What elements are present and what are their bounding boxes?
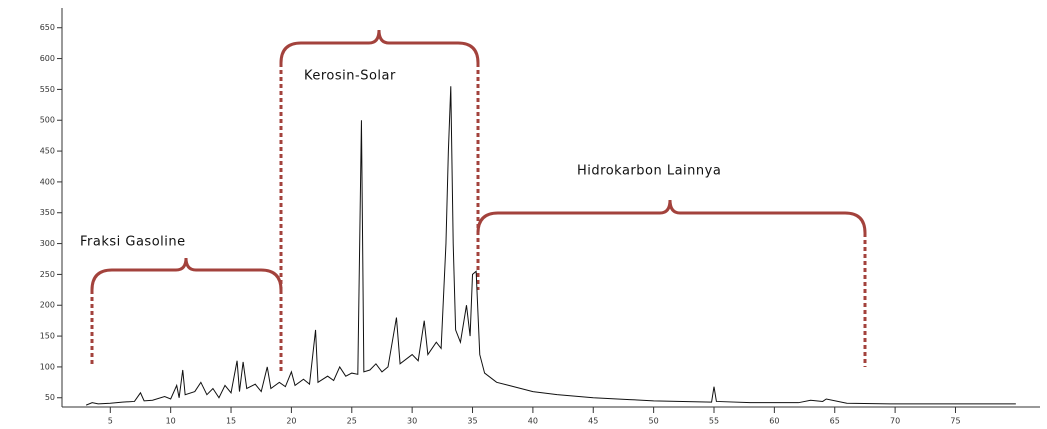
y-tick-label: 450 (40, 147, 55, 156)
bracket (476, 199, 867, 234)
x-tick-label: 15 (226, 417, 236, 426)
y-tick-label: 600 (40, 54, 55, 63)
annotation: Kerosin-Solar (304, 69, 396, 84)
annotation: Fraksi Gasoline (80, 235, 186, 250)
bracket-dash (90, 290, 283, 372)
y-tick-label: 650 (40, 23, 55, 32)
bracket (90, 257, 283, 291)
bracket-dash (279, 63, 480, 290)
y-tick-label: 50 (45, 393, 55, 402)
x-tick-label: 70 (890, 417, 900, 426)
y-tick-label: 300 (40, 239, 55, 248)
signal-line (85, 86, 1016, 406)
x-tick-label: 40 (528, 417, 538, 426)
x-tick-label: 25 (347, 417, 357, 426)
x-tick-label: 20 (286, 417, 296, 426)
x-tick-label: 65 (830, 417, 840, 426)
x-tick-label: 5 (108, 417, 113, 426)
x-tick-label: 60 (769, 417, 779, 426)
y-tick-label: 200 (40, 301, 55, 310)
y-tick-label: 500 (40, 116, 55, 125)
y-tick-label: 550 (40, 85, 55, 94)
y-tick-label: 100 (40, 362, 55, 371)
x-tick-label: 30 (407, 417, 417, 426)
x-tick-label: 10 (166, 417, 176, 426)
x-tick-label: 45 (588, 417, 598, 426)
annotation: Hidrokarbon Lainnya (577, 164, 721, 179)
y-tick-label: 350 (40, 208, 55, 217)
x-tick-label: 35 (467, 417, 477, 426)
x-tick-label: 75 (950, 417, 960, 426)
x-tick-label: 50 (649, 417, 659, 426)
brackets (90, 29, 867, 372)
x-tick-label: 55 (709, 417, 719, 426)
y-tick-label: 150 (40, 332, 55, 341)
bracket (279, 29, 480, 64)
y-tick-label: 400 (40, 177, 55, 186)
y-tick-label: 250 (40, 270, 55, 279)
